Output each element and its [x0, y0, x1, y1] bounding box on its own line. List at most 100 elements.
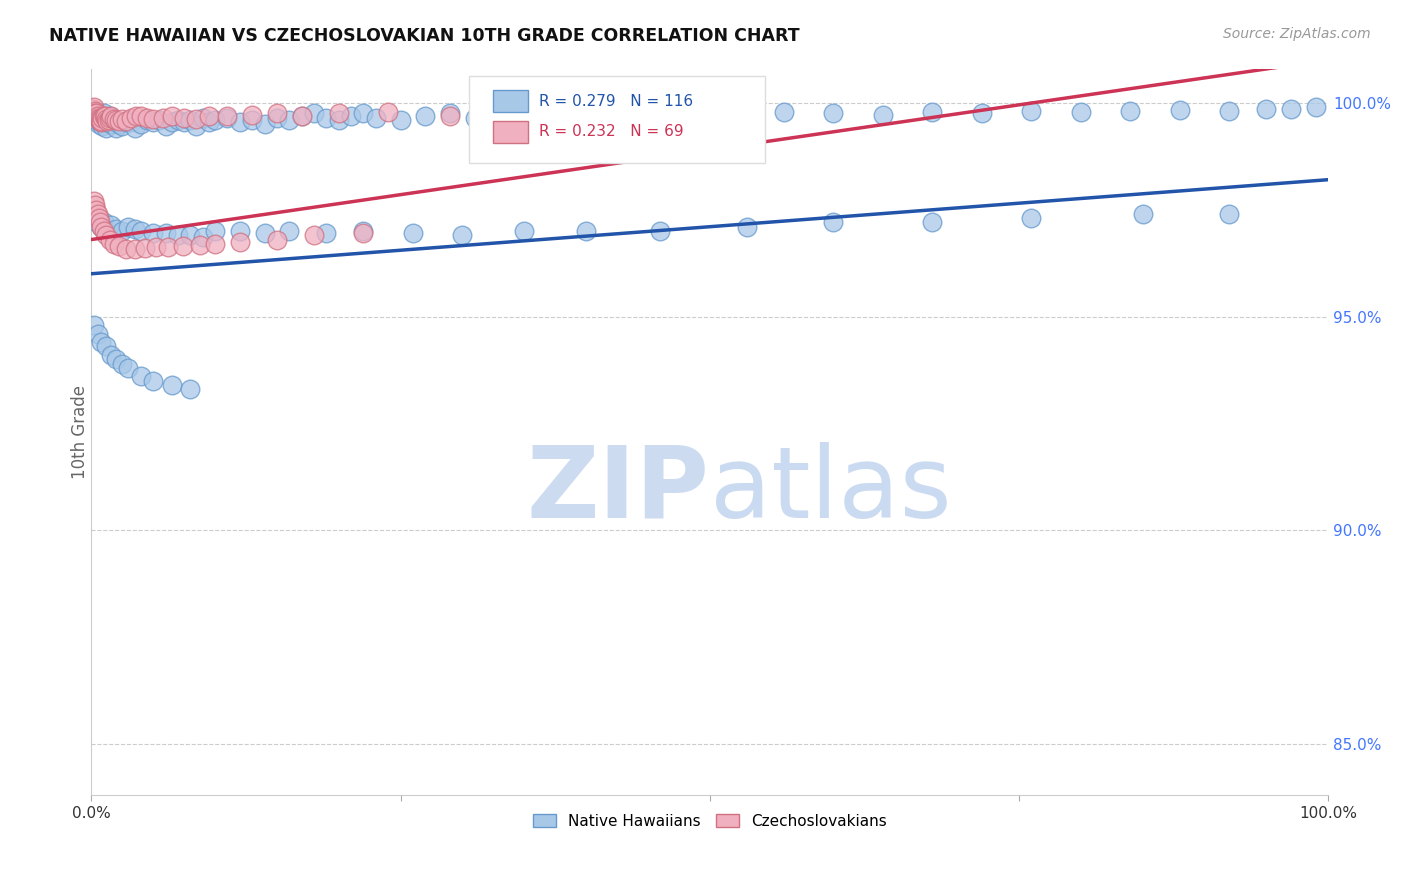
Point	[1218, 207, 1240, 221]
Point	[198, 115, 221, 129]
Point	[328, 112, 350, 127]
Point	[191, 111, 214, 125]
Point	[83, 100, 105, 114]
Point	[96, 224, 118, 238]
Point	[111, 224, 134, 238]
Point	[142, 115, 165, 129]
Point	[96, 121, 118, 136]
FancyBboxPatch shape	[468, 76, 765, 163]
Point	[575, 106, 598, 120]
Point	[111, 120, 134, 134]
Point	[1132, 207, 1154, 221]
Point	[89, 112, 111, 126]
Point	[142, 112, 165, 126]
Point	[377, 105, 399, 120]
Point	[537, 110, 560, 124]
Point	[142, 374, 165, 388]
Point	[198, 110, 221, 124]
Point	[439, 106, 461, 120]
Point	[402, 226, 425, 240]
Point	[115, 113, 138, 128]
Point	[186, 120, 208, 134]
Point	[129, 224, 152, 238]
Point	[1021, 211, 1043, 226]
Point	[1305, 100, 1327, 114]
Point	[100, 117, 122, 131]
Point	[90, 113, 112, 128]
Point	[136, 111, 159, 125]
Point	[186, 112, 208, 126]
Point	[302, 106, 325, 120]
Point	[103, 112, 125, 127]
Point	[217, 109, 239, 123]
Point	[86, 111, 108, 125]
Point	[87, 117, 110, 131]
Point	[111, 357, 134, 371]
Point	[98, 109, 121, 123]
Point	[240, 108, 263, 122]
Point	[352, 106, 374, 120]
Point	[723, 106, 745, 120]
Point	[179, 112, 201, 127]
Text: atlas: atlas	[710, 442, 952, 539]
Point	[773, 105, 796, 120]
Point	[204, 236, 226, 251]
Point	[173, 115, 195, 129]
Point	[125, 109, 148, 123]
Point	[98, 111, 121, 125]
Point	[120, 115, 142, 129]
Point	[872, 108, 894, 122]
Point	[921, 215, 943, 229]
Point	[191, 230, 214, 244]
Point	[266, 111, 288, 125]
Point	[84, 106, 107, 120]
Text: ZIP: ZIP	[527, 442, 710, 539]
Point	[105, 352, 128, 367]
Text: R = 0.232   N = 69: R = 0.232 N = 69	[538, 124, 683, 139]
Point	[82, 102, 104, 116]
Point	[96, 115, 118, 129]
Point	[155, 226, 177, 240]
Bar	[494, 120, 527, 143]
Point	[124, 222, 146, 236]
Point	[291, 109, 314, 123]
Point	[278, 224, 301, 238]
Point	[501, 108, 523, 122]
Point	[823, 106, 845, 120]
Point	[86, 207, 108, 221]
Point	[315, 111, 337, 125]
Point	[673, 109, 696, 123]
Point	[179, 382, 201, 396]
Text: R = 0.279   N = 116: R = 0.279 N = 116	[538, 94, 693, 109]
Point	[129, 369, 152, 384]
Point	[921, 105, 943, 120]
Point	[439, 109, 461, 123]
Point	[413, 109, 436, 123]
Point	[105, 112, 128, 127]
Legend: Native Hawaiians, Czechoslovakians: Native Hawaiians, Czechoslovakians	[527, 808, 893, 835]
Point	[83, 106, 105, 120]
Point	[90, 219, 112, 234]
Point	[84, 106, 107, 120]
Point	[188, 237, 211, 252]
Point	[115, 242, 138, 256]
Point	[142, 226, 165, 240]
Point	[100, 218, 122, 232]
Point	[152, 111, 174, 125]
Point	[328, 106, 350, 120]
Point	[1070, 105, 1092, 120]
Point	[266, 106, 288, 120]
Point	[229, 235, 252, 249]
Point	[84, 112, 107, 127]
Point	[124, 242, 146, 256]
Point	[103, 236, 125, 251]
Point	[105, 222, 128, 236]
Point	[970, 106, 993, 120]
Point	[96, 112, 118, 126]
Point	[115, 115, 138, 129]
Point	[83, 106, 105, 120]
Point	[111, 112, 134, 126]
Point	[624, 108, 647, 122]
Point	[96, 113, 118, 128]
Point	[129, 117, 152, 131]
